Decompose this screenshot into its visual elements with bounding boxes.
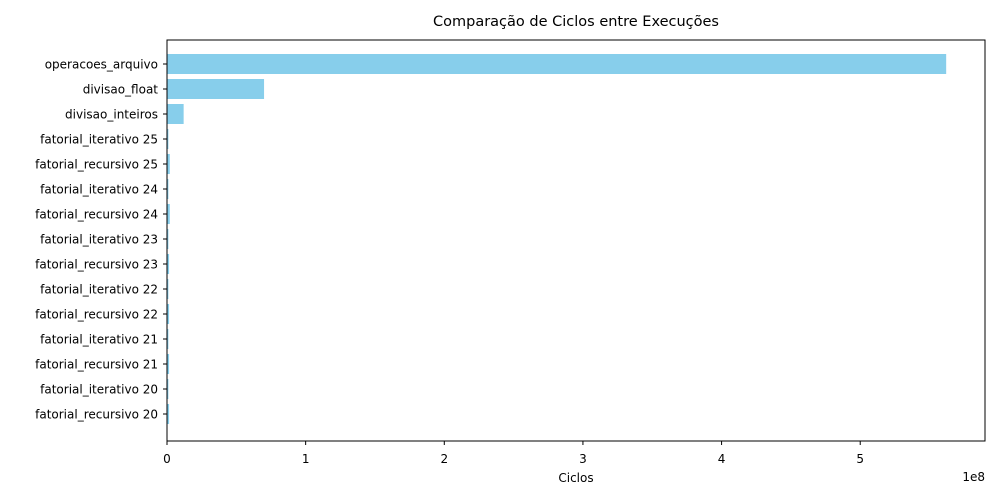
x-tick-label-3: 3 xyxy=(579,452,587,466)
bar-2 xyxy=(167,104,184,124)
y-tick-label-0: operacoes_arquivo xyxy=(45,58,158,72)
bar-13 xyxy=(167,379,169,399)
bar-11 xyxy=(167,329,169,349)
y-tick-label-8: fatorial_recursivo 23 xyxy=(35,258,158,272)
y-tick-label-5: fatorial_iterativo 24 xyxy=(40,183,158,197)
y-tick-label-12: fatorial_recursivo 21 xyxy=(35,358,158,372)
y-tick-label-11: fatorial_iterativo 21 xyxy=(40,333,158,347)
y-tick-label-13: fatorial_iterativo 20 xyxy=(40,383,158,397)
y-tick-label-1: divisao_float xyxy=(83,83,159,97)
bar-6 xyxy=(167,204,170,224)
x-tick-label-5: 5 xyxy=(856,452,864,466)
bar-3 xyxy=(167,129,169,149)
y-tick-label-14: fatorial_recursivo 20 xyxy=(35,408,158,422)
bar-7 xyxy=(167,229,169,249)
y-axis-ticks: operacoes_arquivo divisao_float divisao_in… xyxy=(35,58,167,422)
x-axis-ticks: 0 1 2 3 4 5 xyxy=(163,441,864,466)
x-tick-label-2: 2 xyxy=(440,452,448,466)
x-tick-label-1: 1 xyxy=(302,452,310,466)
bar-10 xyxy=(167,304,170,324)
bar-4 xyxy=(167,154,170,174)
y-tick-label-9: fatorial_iterativo 22 xyxy=(40,283,158,297)
x-axis-label: Ciclos xyxy=(558,471,593,485)
bar-14 xyxy=(167,404,170,424)
chart-title: Comparação de Ciclos entre Execuções xyxy=(433,14,719,30)
x-tick-label-4: 4 xyxy=(718,452,726,466)
plot-frame xyxy=(166,39,986,442)
y-tick-label-4: fatorial_recursivo 25 xyxy=(35,158,158,172)
bar-1 xyxy=(167,79,265,99)
y-tick-label-2: divisao_inteiros xyxy=(65,108,158,122)
y-tick-label-10: fatorial_recursivo 22 xyxy=(35,308,158,322)
bar-5 xyxy=(167,179,169,199)
x-tick-label-0: 0 xyxy=(163,452,171,466)
bar-8 xyxy=(167,254,170,274)
bar-12 xyxy=(167,354,170,374)
y-tick-label-6: fatorial_recursivo 24 xyxy=(35,208,158,222)
bars-group xyxy=(167,54,947,424)
bar-9 xyxy=(167,279,169,299)
y-tick-label-7: fatorial_iterativo 23 xyxy=(40,233,158,247)
x-axis-scale-label: 1e8 xyxy=(962,470,985,484)
bar-0 xyxy=(167,54,947,74)
y-tick-label-3: fatorial_iterativo 25 xyxy=(40,133,158,147)
